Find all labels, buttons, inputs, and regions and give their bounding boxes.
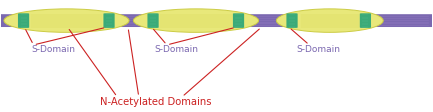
FancyBboxPatch shape: [286, 13, 297, 28]
FancyBboxPatch shape: [233, 13, 244, 28]
Text: S-Domain: S-Domain: [31, 45, 75, 54]
FancyBboxPatch shape: [4, 9, 129, 32]
FancyBboxPatch shape: [103, 13, 115, 28]
FancyBboxPatch shape: [0, 14, 433, 27]
FancyBboxPatch shape: [360, 13, 371, 28]
Text: N-Acetylated Domains: N-Acetylated Domains: [100, 97, 212, 107]
Text: S-Domain: S-Domain: [154, 45, 198, 54]
FancyBboxPatch shape: [276, 9, 383, 32]
FancyBboxPatch shape: [148, 13, 158, 28]
Text: S-Domain: S-Domain: [296, 45, 340, 54]
FancyBboxPatch shape: [133, 9, 259, 32]
FancyBboxPatch shape: [18, 13, 29, 28]
